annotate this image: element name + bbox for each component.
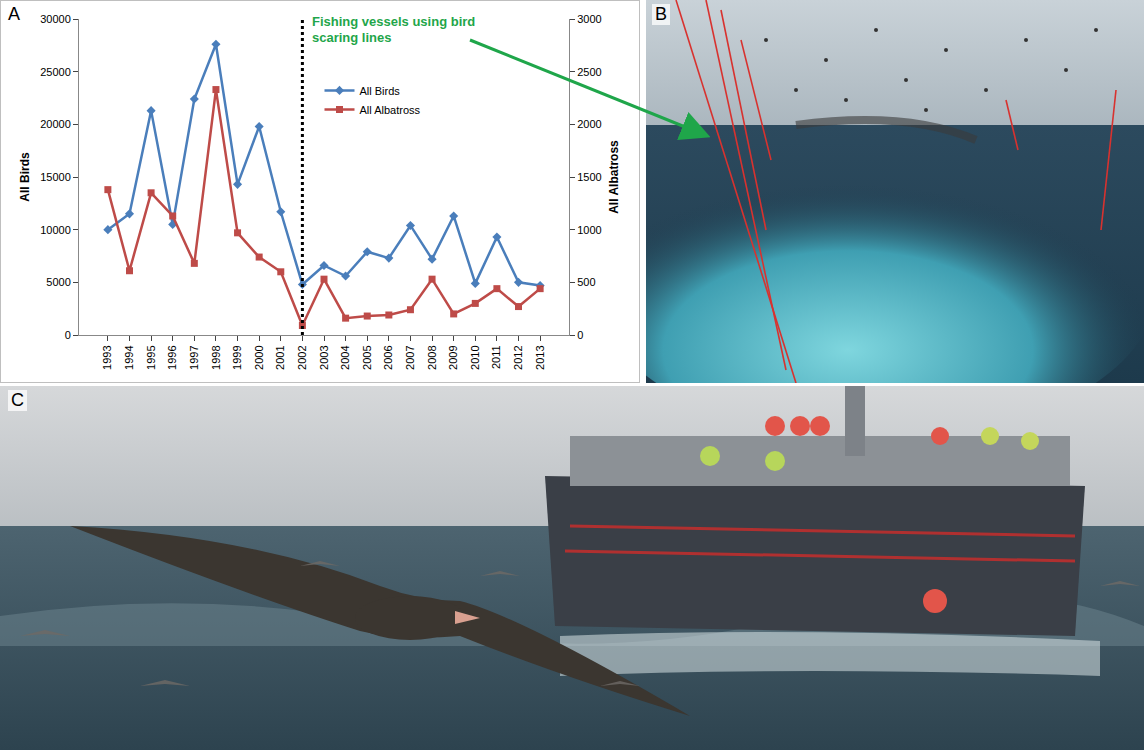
svg-text:2010: 2010 — [469, 345, 481, 369]
svg-text:20000: 20000 — [40, 118, 71, 130]
svg-text:1500: 1500 — [577, 171, 601, 183]
svg-text:1999: 1999 — [231, 345, 243, 369]
svg-text:2009: 2009 — [447, 345, 459, 369]
svg-text:2002: 2002 — [296, 345, 308, 369]
svg-text:2012: 2012 — [512, 345, 524, 369]
svg-text:2004: 2004 — [339, 345, 351, 369]
svg-text:2008: 2008 — [426, 345, 438, 369]
svg-text:2013: 2013 — [534, 345, 546, 369]
svg-text:1993: 1993 — [101, 345, 113, 369]
svg-text:3000: 3000 — [577, 13, 601, 25]
html-text:Fishing vessels using bird sca: Fishing vessels using bird scaring lines — [312, 14, 476, 45]
svg-text:15000: 15000 — [40, 171, 71, 183]
svg-text:30000: 30000 — [40, 13, 71, 25]
svg-text:1998: 1998 — [210, 345, 222, 369]
svg-text:25000: 25000 — [40, 66, 71, 78]
svg-text:All Birds: All Birds — [360, 85, 401, 97]
svg-text:5000: 5000 — [46, 276, 70, 288]
svg-text:2005: 2005 — [361, 345, 373, 369]
svg-text:2006: 2006 — [382, 345, 394, 369]
svg-text:2000: 2000 — [253, 345, 265, 369]
svg-text:2001: 2001 — [274, 345, 286, 369]
svg-text:All Albatross: All Albatross — [607, 140, 621, 214]
svg-text:2003: 2003 — [318, 345, 330, 369]
svg-text:10000: 10000 — [40, 224, 71, 236]
html-text:C: C — [11, 390, 24, 410]
html-text:A: A — [8, 4, 20, 24]
svg-text:2500: 2500 — [577, 66, 601, 78]
svg-text:All Albatross: All Albatross — [360, 104, 421, 116]
svg-text:0: 0 — [577, 329, 583, 341]
html-text:B: B — [655, 4, 667, 24]
svg-text:2000: 2000 — [577, 118, 601, 130]
svg-text:500: 500 — [577, 276, 595, 288]
svg-text:2011: 2011 — [490, 345, 502, 369]
svg-text:1000: 1000 — [577, 224, 601, 236]
svg-text:1994: 1994 — [123, 345, 135, 369]
svg-text:1995: 1995 — [145, 345, 157, 369]
svg-text:2007: 2007 — [404, 345, 416, 369]
svg-text:1997: 1997 — [188, 345, 200, 369]
svg-text:All Birds: All Birds — [18, 152, 32, 202]
svg-text:1996: 1996 — [166, 345, 178, 369]
svg-text:0: 0 — [65, 329, 71, 341]
